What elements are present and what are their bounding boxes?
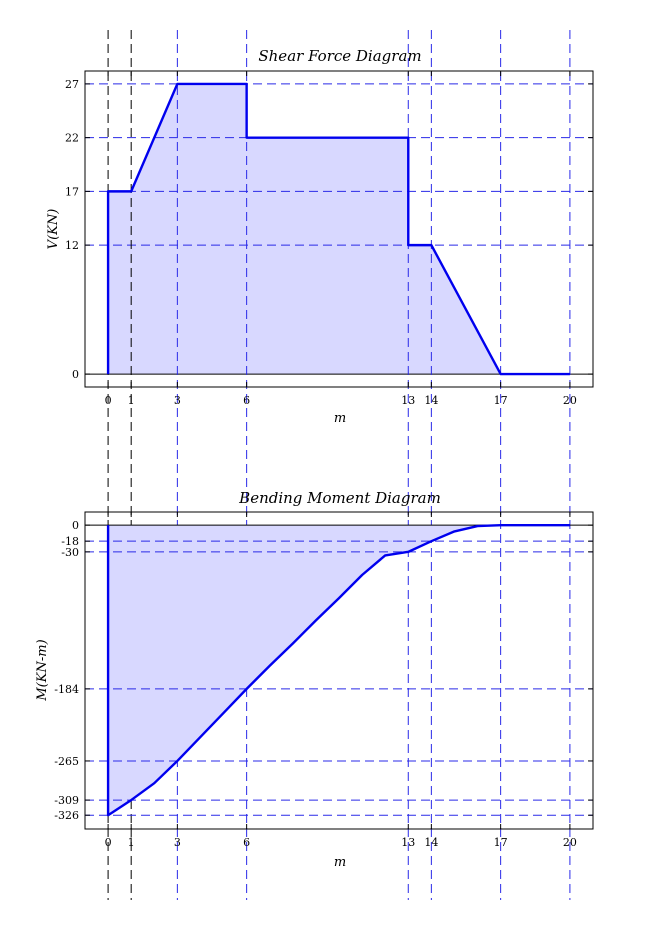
shear-ytick-label: 22 — [65, 132, 79, 145]
moment-x-axis-label: m — [334, 855, 346, 870]
moment-curve — [106, 523, 570, 817]
shear-xtick-label: 20 — [563, 394, 577, 407]
moment-tick-labels: 0 1 3 6 13 14 17 200-18-30-184-265-309-326 — [54, 512, 593, 849]
shear-ytick-label: 27 — [65, 78, 79, 91]
shear-xtick-label: 0 — [105, 394, 112, 407]
shear-chart-title: Shear Force Diagram — [258, 47, 421, 65]
moment-xtick-label: 14 — [424, 836, 438, 849]
moment-ytick-label: -30 — [61, 546, 79, 559]
moment-ytick-label: -265 — [54, 755, 79, 768]
moment-ytick-label: -184 — [54, 683, 79, 696]
shear-ytick-label: 12 — [65, 239, 79, 252]
moment-ytick-label: 0 — [72, 519, 79, 532]
shear-xtick-label: 3 — [174, 394, 181, 407]
moment-ytick-label: -309 — [54, 794, 79, 807]
moment-xtick-label: 1 — [128, 836, 135, 849]
shear-fill-area — [108, 83, 570, 375]
moment-xtick-label: 0 — [105, 836, 112, 849]
shear-xtick-label: 13 — [401, 394, 415, 407]
shear-y-axis-label: V(KN) — [46, 209, 61, 250]
shear-area-polygon — [108, 83, 570, 375]
shear-ytick-label: 0 — [72, 368, 79, 381]
shear-xtick-label: 1 — [128, 394, 135, 407]
moment-area-polygon — [108, 525, 570, 816]
moment-plot-frame — [84, 511, 594, 830]
moment-xtick-label: 3 — [174, 836, 181, 849]
shear-x-axis-label: m — [334, 411, 346, 426]
moment-xtick-label: 20 — [563, 836, 577, 849]
shear-xtick-label: 6 — [243, 394, 250, 407]
moment-fill-area — [108, 525, 570, 816]
shear-curve — [106, 82, 570, 376]
moment-ytick-label: -18 — [61, 535, 79, 548]
moment-curve-line — [106, 523, 570, 817]
moment-y-axis-label: M(KN-m) — [35, 639, 50, 701]
moment-xtick-label: 17 — [494, 836, 508, 849]
moment-xtick-label: 13 — [401, 836, 415, 849]
shear-xtick-label: 17 — [494, 394, 508, 407]
shear-plot-frame — [84, 70, 594, 388]
moment-chart-title: Bending Moment Diagram — [238, 489, 441, 507]
moment-ytick-label: -326 — [54, 809, 79, 822]
moment-xtick-label: 6 — [243, 836, 250, 849]
shear-xtick-label: 14 — [424, 394, 438, 407]
shear-gridlines — [85, 30, 593, 900]
shear-curve-line — [106, 82, 570, 376]
shear-ytick-label: 17 — [65, 185, 79, 198]
